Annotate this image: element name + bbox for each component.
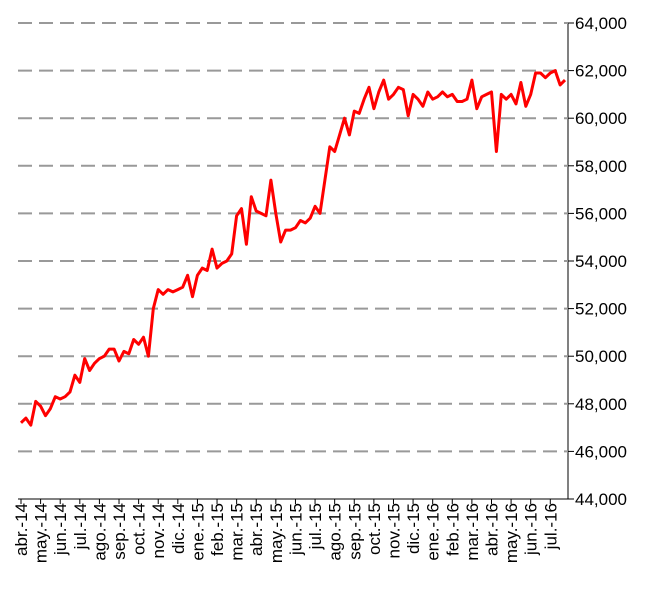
x-tick-label: may.-16 bbox=[502, 503, 521, 563]
x-tick-label: abr.-15 bbox=[247, 503, 266, 556]
x-tick-label: dic.-14 bbox=[169, 503, 188, 554]
y-tick-label: 52,000 bbox=[575, 300, 627, 319]
x-tick-label: oct.-14 bbox=[130, 503, 149, 555]
x-tick-label: mar.-16 bbox=[463, 503, 482, 561]
x-tick-label: jun.-16 bbox=[522, 503, 541, 556]
x-tick-label: sep.-15 bbox=[345, 503, 364, 560]
x-tick-label: nov.-14 bbox=[149, 503, 168, 558]
y-tick-label: 54,000 bbox=[575, 252, 627, 271]
x-tick-label: dic.-15 bbox=[404, 503, 423, 554]
y-tick-label: 44,000 bbox=[575, 490, 627, 509]
y-tick-label: 46,000 bbox=[575, 442, 627, 461]
x-tick-label: ene.-15 bbox=[188, 503, 207, 561]
y-tick-label: 48,000 bbox=[575, 395, 627, 414]
x-tick-label: feb.-15 bbox=[208, 503, 227, 556]
y-tick-label: 60,000 bbox=[575, 109, 627, 128]
x-tick-label: may.-15 bbox=[267, 503, 286, 563]
x-tick-label: oct.-15 bbox=[365, 503, 384, 555]
x-tick-label: sep.-14 bbox=[110, 503, 129, 560]
x-tick-label: jun.-15 bbox=[286, 503, 305, 556]
x-tick-label: ago.-15 bbox=[326, 503, 345, 561]
x-tick-label: jun.-14 bbox=[51, 503, 70, 556]
x-tick-label: jul.-16 bbox=[541, 503, 560, 550]
y-tick-label: 62,000 bbox=[575, 62, 627, 81]
x-tick-label: ene.-16 bbox=[424, 503, 443, 561]
x-tick-label: may.-14 bbox=[32, 503, 51, 563]
x-tick-label: ago.-14 bbox=[90, 503, 109, 561]
x-tick-label: abr.-14 bbox=[12, 503, 31, 556]
x-tick-label: jul.-15 bbox=[306, 503, 325, 550]
x-tick-label: feb.-16 bbox=[443, 503, 462, 556]
y-tick-label: 58,000 bbox=[575, 157, 627, 176]
x-tick-label: nov.-15 bbox=[384, 503, 403, 558]
y-tick-label: 64,000 bbox=[575, 14, 627, 33]
y-tick-label: 56,000 bbox=[575, 204, 627, 223]
data-line bbox=[19, 69, 567, 427]
x-tick-label: mar.-15 bbox=[228, 503, 247, 561]
y-tick-label: 50,000 bbox=[575, 347, 627, 366]
x-tick-label: abr.-16 bbox=[482, 503, 501, 556]
x-tick-label: jul.-14 bbox=[71, 503, 90, 550]
